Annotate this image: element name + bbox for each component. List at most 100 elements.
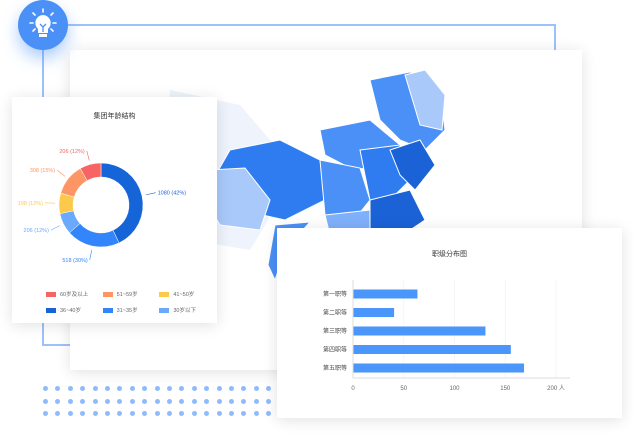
decorative-dot	[204, 411, 210, 416]
age-legend: 60岁及以上 51~59岁 41~50岁 36~40岁 31~35岁 30岁以下	[46, 290, 216, 314]
decorative-dot	[117, 398, 123, 404]
decorative-dot	[204, 386, 210, 391]
slice-data-label: 518 (30%)	[62, 258, 88, 264]
bar[interactable]	[353, 326, 486, 336]
x-tick-label: 50	[400, 386, 407, 392]
label-leader	[145, 192, 156, 196]
decorative-dot	[80, 411, 86, 416]
decorative-dot	[229, 411, 234, 416]
decorative-dot	[241, 398, 247, 404]
bar[interactable]	[353, 308, 395, 317]
slice-data-label: 206 (12%)	[59, 149, 85, 155]
legend-swatch	[159, 308, 170, 314]
decorative-dot	[179, 398, 185, 404]
legend-swatch	[46, 308, 56, 314]
connector-line-top	[60, 24, 556, 26]
lightbulb-icon	[29, 8, 57, 37]
donut-chart: 1080 (42%) 518 (30%) 206 (12%) 198 (12%) 308…	[18, 149, 187, 264]
legend-label: 31~35岁	[116, 308, 138, 314]
decorative-dot	[142, 398, 148, 404]
rank-distribution-card: 职级分布图 0 50 100 150 200 人 第一职等 第二职等 第三职等 第四职等 第五职等	[277, 228, 622, 418]
legend-item[interactable]: 51~59岁	[102, 290, 160, 298]
x-tick-label: 0	[351, 386, 355, 392]
legend-item[interactable]: 30岁以下	[159, 306, 216, 314]
decorative-dot	[80, 386, 86, 391]
decorative-dot	[43, 411, 48, 416]
decorative-dot	[105, 411, 110, 416]
decorative-dot	[179, 386, 185, 391]
age-structure-card: 集团年龄结构 1080 (42%) 518 (30%) 206 (12%) 198 (…	[12, 97, 217, 323]
label-leader	[56, 169, 66, 177]
decorative-dot	[167, 386, 172, 391]
decorative-dot	[154, 386, 160, 391]
donut-slice[interactable]	[79, 162, 102, 181]
decorative-dot	[216, 411, 222, 416]
legend-item[interactable]: 41~50岁	[159, 290, 216, 298]
legend-swatch	[159, 292, 170, 298]
decorative-dot	[266, 398, 272, 404]
y-category-label: 第一职等	[323, 290, 347, 298]
decorative-dot	[55, 386, 61, 391]
decorative-dot	[191, 398, 197, 404]
legend-swatch	[46, 292, 56, 298]
bar[interactable]	[353, 363, 525, 373]
legend-label: 30岁以下	[173, 308, 196, 314]
decorative-dot	[253, 398, 259, 404]
decorative-dot	[142, 386, 148, 391]
decorative-dot	[43, 386, 48, 391]
decorative-dot	[266, 411, 272, 416]
decorative-dot	[253, 411, 259, 416]
decorative-dot	[266, 386, 272, 391]
bar[interactable]	[353, 289, 418, 299]
legend-swatch	[102, 292, 113, 298]
slice-data-label: 198 (12%)	[18, 201, 44, 207]
legend-item[interactable]: 60岁及以上	[46, 290, 103, 298]
legend-label: 51~59岁	[116, 292, 138, 298]
legend-label: 41~50岁	[173, 292, 195, 298]
decorative-dot	[216, 386, 222, 391]
decorative-dot	[129, 398, 135, 404]
lightbulb-badge	[18, 0, 68, 50]
legend-item[interactable]: 31~35岁	[102, 306, 160, 314]
donut-slice[interactable]	[100, 162, 144, 244]
decorative-dot	[191, 411, 197, 416]
decorative-dot	[43, 398, 48, 404]
decorative-dot	[229, 386, 234, 391]
legend-swatch	[102, 308, 113, 314]
slice-data-label: 308 (15%)	[30, 168, 56, 174]
label-leader	[50, 225, 61, 231]
decorative-dot	[92, 411, 98, 416]
decorative-dot	[167, 411, 172, 416]
legend-label: 36~40岁	[60, 308, 81, 314]
donut-slice[interactable]	[69, 223, 120, 248]
decorative-dot	[253, 386, 259, 391]
decorative-dot	[229, 398, 234, 404]
decorative-dot	[154, 411, 160, 416]
y-category-label: 第五职等	[323, 364, 347, 372]
decorative-dot	[179, 411, 185, 416]
decorative-dot	[216, 398, 222, 404]
bar[interactable]	[353, 345, 511, 354]
x-tick-label: 100	[449, 386, 460, 392]
decorative-dot	[154, 398, 160, 404]
decorative-dot	[129, 386, 135, 391]
decorative-dot	[142, 411, 148, 416]
decorative-dot	[80, 398, 86, 404]
legend-item[interactable]: 36~40岁	[46, 306, 103, 314]
age-chart-title: 集团年龄结构	[93, 113, 136, 120]
legend-label: 60岁及以上	[60, 292, 89, 298]
decorative-dot	[105, 386, 110, 391]
decorative-dot	[55, 398, 61, 404]
x-tick-label: 200 人	[547, 385, 565, 392]
rank-chart-title: 职级分布图	[432, 251, 467, 258]
decorative-dot	[92, 398, 98, 404]
decorative-dot	[55, 411, 61, 416]
slice-data-label: 206 (12%)	[24, 228, 50, 234]
decorative-dot	[67, 411, 73, 416]
decorative-dot	[105, 398, 110, 404]
x-tick-label: 150	[500, 386, 511, 392]
decorative-dot	[117, 386, 123, 391]
decorative-dot	[67, 386, 73, 391]
decorative-dot	[204, 398, 210, 404]
